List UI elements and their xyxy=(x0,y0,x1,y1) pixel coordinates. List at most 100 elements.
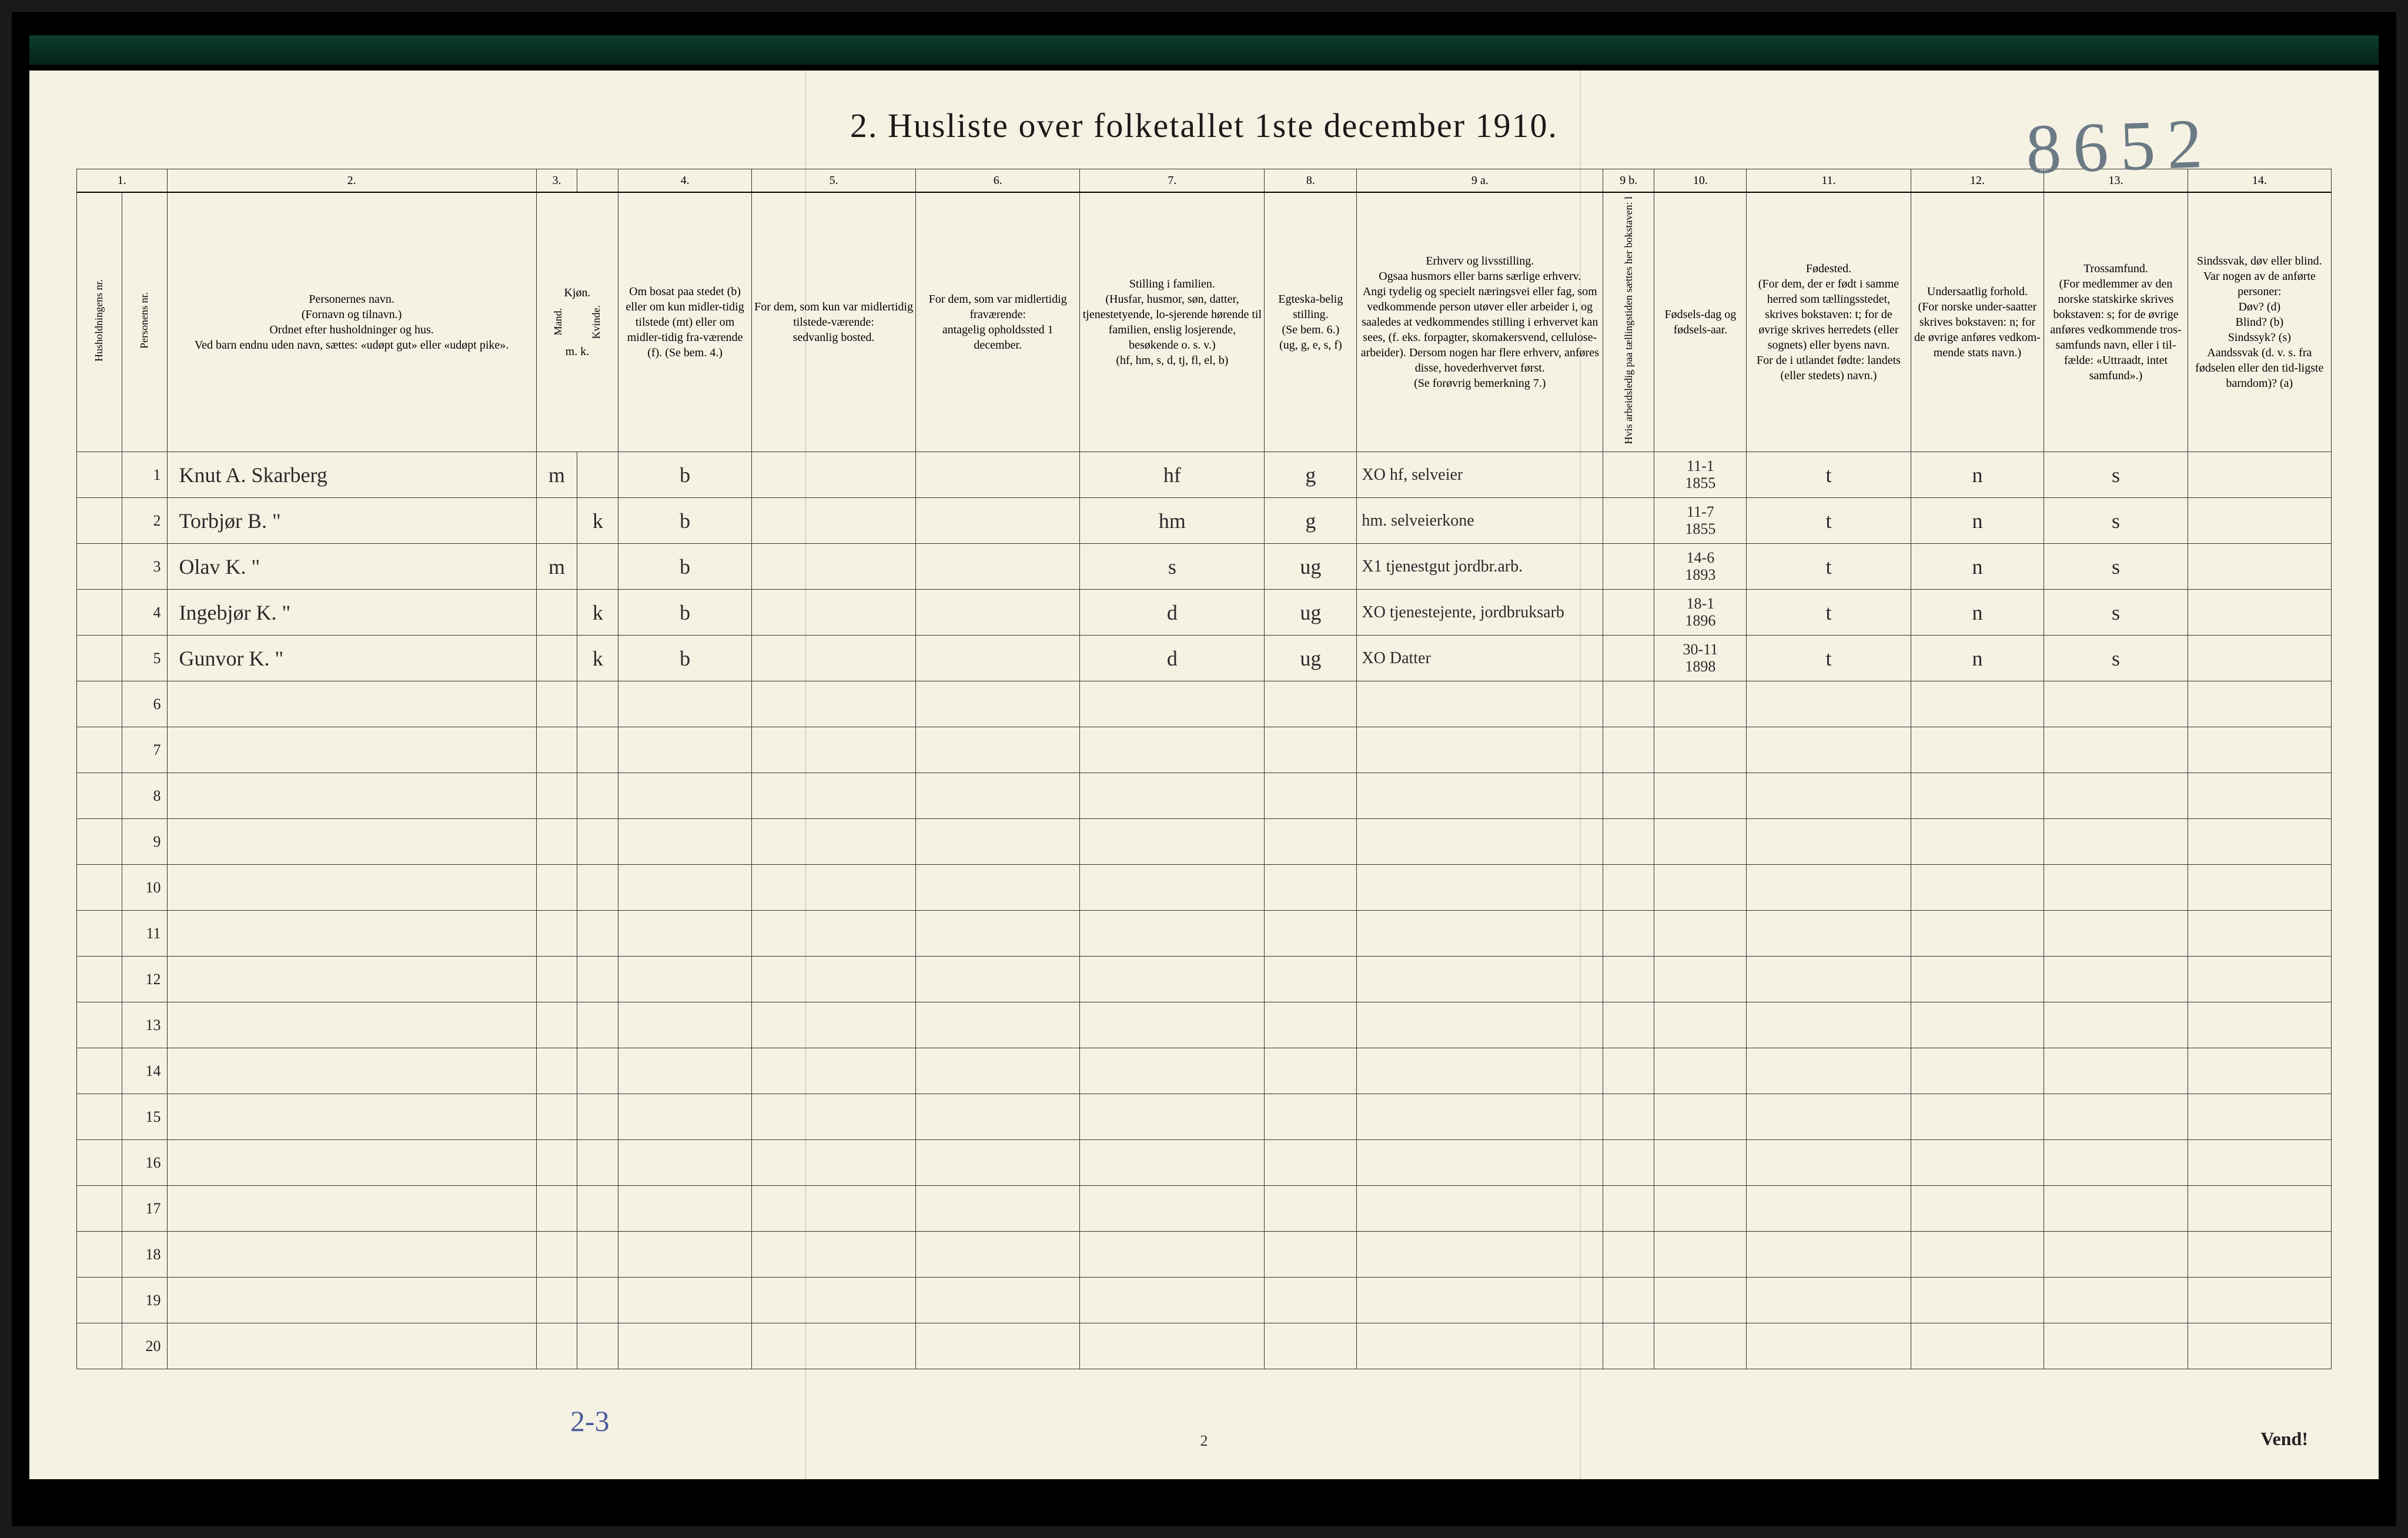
cell xyxy=(1654,773,1747,819)
cell xyxy=(2188,1186,2331,1232)
cell xyxy=(2188,452,2331,498)
cell xyxy=(2044,819,2188,865)
cell xyxy=(752,727,916,773)
cell xyxy=(577,819,618,865)
cell: n xyxy=(1911,452,2044,498)
cell: n xyxy=(1911,544,2044,590)
cell xyxy=(536,865,577,911)
cell xyxy=(1603,590,1654,636)
cell xyxy=(1911,1094,2044,1140)
cell xyxy=(916,1323,1080,1369)
cell xyxy=(2044,1232,2188,1278)
cell xyxy=(1654,1048,1747,1094)
hdr-nationality: Undersaatlig forhold. (For norske under-… xyxy=(1911,192,2044,452)
table-row: 7 xyxy=(77,727,2332,773)
cell xyxy=(618,1323,752,1369)
cell: 8 xyxy=(122,773,167,819)
cell xyxy=(167,1094,536,1140)
cell xyxy=(1603,865,1654,911)
table-row: 18 xyxy=(77,1232,2332,1278)
cell: 15 xyxy=(122,1094,167,1140)
table-row: 4Ingebjør K. "kbdugXO tjenestejente, jor… xyxy=(77,590,2332,636)
colnum-3b xyxy=(577,169,618,193)
cell: hm xyxy=(1080,498,1265,544)
cell xyxy=(618,727,752,773)
cell: 1 xyxy=(122,452,167,498)
colnum-8: 8. xyxy=(1265,169,1357,193)
table-row: 1Knut A. SkarbergmbhfgXO hf, selveier11-… xyxy=(77,452,2332,498)
cell xyxy=(1265,1232,1357,1278)
cell xyxy=(1603,1002,1654,1048)
cell: 11-1 1855 xyxy=(1654,452,1747,498)
cell xyxy=(2044,1002,2188,1048)
cell xyxy=(167,1002,536,1048)
cell xyxy=(1911,865,2044,911)
cell xyxy=(536,911,577,957)
cell: 17 xyxy=(122,1186,167,1232)
turn-over-label: Vend! xyxy=(2260,1428,2308,1450)
cell xyxy=(2044,1278,2188,1323)
cell: Ingebjør K. " xyxy=(167,590,536,636)
cell xyxy=(618,819,752,865)
table-row: 8 xyxy=(77,773,2332,819)
cell xyxy=(618,1094,752,1140)
cell xyxy=(618,773,752,819)
table-row: 11 xyxy=(77,911,2332,957)
cell xyxy=(77,727,122,773)
cell xyxy=(1911,727,2044,773)
cell xyxy=(1265,1002,1357,1048)
cell: 5 xyxy=(122,636,167,681)
column-number-row: 1. 2. 3. 4. 5. 6. 7. 8. 9 a. 9 b. 10. 11… xyxy=(77,169,2332,193)
cell: ug xyxy=(1265,590,1357,636)
cell xyxy=(916,498,1080,544)
cell xyxy=(1357,1186,1603,1232)
colnum-1: 1. xyxy=(77,169,168,193)
cell: t xyxy=(1747,452,1911,498)
cell xyxy=(1747,681,1911,727)
colnum-5: 5. xyxy=(752,169,916,193)
cell xyxy=(1603,1140,1654,1186)
cell xyxy=(77,681,122,727)
cell xyxy=(536,1094,577,1140)
cell xyxy=(167,865,536,911)
cell xyxy=(1603,819,1654,865)
cell xyxy=(1747,865,1911,911)
cell xyxy=(1357,1002,1603,1048)
cell: 11 xyxy=(122,911,167,957)
cell xyxy=(536,819,577,865)
cell xyxy=(2188,1323,2331,1369)
cell xyxy=(1603,1186,1654,1232)
cell: s xyxy=(2044,452,2188,498)
cell xyxy=(77,544,122,590)
cell: m xyxy=(536,452,577,498)
cell xyxy=(1747,773,1911,819)
cell xyxy=(577,1002,618,1048)
cell xyxy=(1603,1094,1654,1140)
cell xyxy=(916,1186,1080,1232)
cell: s xyxy=(2044,498,2188,544)
cell xyxy=(1747,1232,1911,1278)
table-row: 9 xyxy=(77,819,2332,865)
cell xyxy=(167,727,536,773)
cell xyxy=(2188,1002,2331,1048)
cell xyxy=(1357,727,1603,773)
cell xyxy=(77,957,122,1002)
cell xyxy=(1603,911,1654,957)
cell xyxy=(77,1048,122,1094)
cell xyxy=(1654,1323,1747,1369)
cell xyxy=(1265,819,1357,865)
cell xyxy=(1080,911,1265,957)
colnum-4: 4. xyxy=(618,169,752,193)
cell xyxy=(1911,911,2044,957)
cell xyxy=(77,911,122,957)
cell xyxy=(1265,1278,1357,1323)
cell xyxy=(77,498,122,544)
colnum-6: 6. xyxy=(916,169,1080,193)
cell xyxy=(1747,1186,1911,1232)
cell xyxy=(1911,681,2044,727)
cell xyxy=(536,1002,577,1048)
cell: hf xyxy=(1080,452,1265,498)
cell xyxy=(916,727,1080,773)
cell xyxy=(2044,1094,2188,1140)
cell xyxy=(1603,544,1654,590)
